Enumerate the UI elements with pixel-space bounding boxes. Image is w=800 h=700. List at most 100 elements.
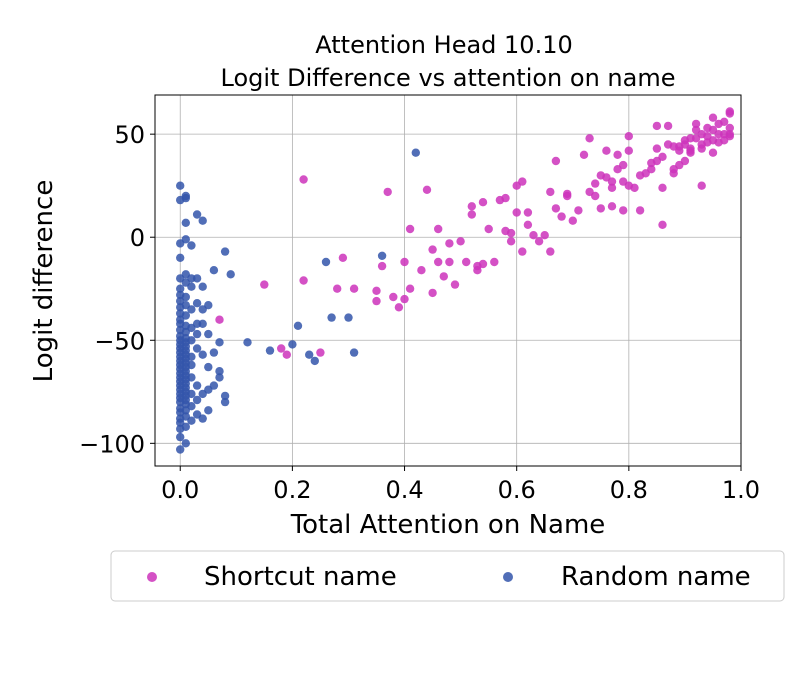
point-shortcut-name [462, 257, 471, 267]
point-random-name [220, 247, 230, 256]
point-shortcut-name [585, 134, 594, 143]
point-shortcut-name [551, 156, 561, 166]
point-random-name [192, 299, 202, 308]
legend-label-random: Random name [561, 562, 751, 592]
point-shortcut-name [478, 259, 488, 269]
point-random-name [215, 338, 224, 347]
point-random-name [209, 381, 219, 390]
point-shortcut-name [428, 245, 437, 254]
point-random-name [187, 241, 196, 250]
point-shortcut-name [725, 123, 734, 133]
point-random-name [209, 266, 219, 275]
point-shortcut-name [277, 344, 286, 353]
point-shortcut-name [506, 228, 516, 238]
point-shortcut-name [720, 117, 729, 127]
point-shortcut-name [663, 121, 673, 131]
point-shortcut-name [372, 286, 381, 295]
point-shortcut-name [613, 150, 622, 159]
point-shortcut-name [333, 284, 342, 293]
point-shortcut-name [501, 193, 510, 203]
point-shortcut-name [467, 202, 476, 211]
point-random-name [198, 414, 207, 423]
legend: Shortcut name Random name [110, 550, 785, 602]
point-shortcut-name [484, 224, 493, 234]
y-tick-label: −50 [94, 327, 145, 355]
point-shortcut-name [652, 121, 662, 131]
point-random-name [293, 321, 303, 330]
point-random-name [198, 216, 207, 225]
point-shortcut-name [434, 257, 443, 267]
point-shortcut-name [338, 253, 348, 262]
point-shortcut-name [490, 257, 499, 267]
point-shortcut-name [349, 284, 359, 293]
point-shortcut-name [658, 220, 667, 229]
point-random-name [265, 346, 275, 355]
chart-title-line1: Attention Head 10.10 [315, 31, 572, 59]
point-random-name [220, 397, 230, 407]
point-shortcut-name [708, 148, 718, 157]
point-random-name [176, 432, 185, 442]
point-shortcut-name [563, 191, 572, 201]
point-random-name [181, 292, 190, 302]
point-shortcut-name [405, 284, 415, 293]
point-shortcut-name [591, 179, 600, 188]
point-shortcut-name [523, 208, 533, 217]
point-random-name [192, 344, 202, 353]
point-random-name [243, 338, 252, 347]
data-points [176, 107, 734, 454]
point-shortcut-name [422, 185, 432, 194]
point-shortcut-name [691, 119, 701, 129]
point-random-name [377, 251, 387, 260]
point-random-name [192, 395, 202, 405]
point-shortcut-name [456, 237, 465, 246]
x-tick-label: 0.6 [498, 476, 536, 504]
point-random-name [310, 356, 319, 366]
point-shortcut-name [624, 132, 633, 141]
point-random-name [187, 402, 196, 411]
point-shortcut-name [299, 276, 308, 285]
point-random-name [187, 282, 196, 291]
point-shortcut-name [400, 257, 409, 267]
point-random-name [192, 329, 202, 339]
point-shortcut-name [579, 150, 589, 159]
point-shortcut-name [574, 206, 583, 215]
legend-marker-random [503, 572, 513, 582]
point-random-name [327, 313, 336, 322]
point-shortcut-name [372, 296, 381, 306]
point-shortcut-name [658, 152, 667, 161]
point-shortcut-name [506, 237, 516, 246]
point-shortcut-name [445, 257, 454, 267]
point-shortcut-name [602, 146, 611, 155]
point-shortcut-name [512, 208, 521, 217]
point-shortcut-name [445, 239, 454, 248]
point-random-name [198, 319, 207, 328]
point-random-name [181, 422, 190, 431]
point-random-name [181, 439, 190, 448]
point-shortcut-name [624, 146, 633, 155]
point-shortcut-name [518, 177, 527, 186]
point-random-name [181, 235, 190, 244]
point-shortcut-name [630, 183, 639, 192]
point-random-name [204, 406, 213, 415]
point-shortcut-name [428, 288, 437, 298]
point-random-name [198, 350, 207, 359]
point-shortcut-name [383, 187, 392, 197]
x-axis-label: Total Attention on Name [290, 510, 606, 540]
point-random-name [187, 389, 196, 399]
point-random-name [187, 305, 196, 314]
grid [155, 95, 742, 466]
point-shortcut-name [697, 144, 706, 153]
x-tick-label: 0.4 [385, 476, 423, 504]
legend-label-shortcut: Shortcut name [204, 562, 397, 592]
point-shortcut-name [523, 220, 533, 229]
point-shortcut-name [400, 294, 409, 304]
point-random-name [192, 210, 202, 219]
point-shortcut-name [607, 177, 617, 186]
legend-marker-shortcut [147, 572, 157, 582]
point-shortcut-name [708, 113, 718, 122]
point-shortcut-name [260, 280, 269, 289]
point-random-name [204, 362, 213, 372]
point-random-name [176, 284, 185, 293]
point-shortcut-name [607, 202, 617, 211]
